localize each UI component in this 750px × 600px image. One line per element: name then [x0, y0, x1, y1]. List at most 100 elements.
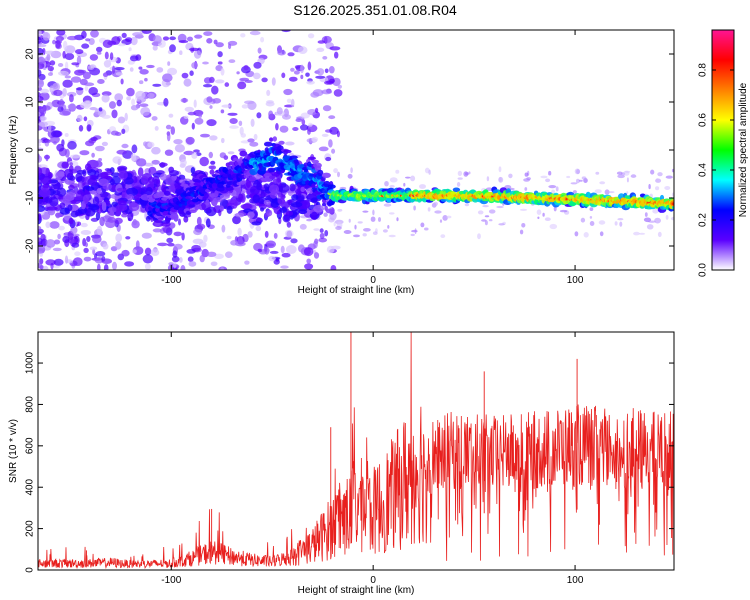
spectrogram-noise [521, 223, 526, 228]
spectrogram-noise [198, 113, 202, 118]
spectrogram-noise [67, 140, 77, 150]
spectrogram-noise [151, 159, 160, 165]
spectrogram-noise [64, 133, 69, 137]
spectrogram-noise [209, 105, 213, 109]
spectrogram-cell [117, 200, 127, 206]
spectrogram-noise [313, 228, 320, 231]
spectrogram-noise [130, 153, 137, 162]
colorbar-frame [711, 29, 735, 271]
spectrogram-cell [77, 190, 83, 195]
spectrogram-cell [98, 178, 109, 187]
spectrogram-noise [112, 156, 122, 164]
spectrogram-noise [604, 189, 610, 195]
spectrogram-noise [193, 99, 197, 108]
spectrogram-noise [626, 177, 629, 183]
spectrogram-noise [221, 224, 226, 233]
spectrogram-noise [524, 187, 528, 191]
spectrogram-cell [197, 205, 202, 210]
spectrogram-noise [644, 212, 648, 217]
spectrogram-cell [247, 211, 255, 219]
spectrogram-noise [72, 233, 80, 237]
spectrogram-noise [130, 36, 138, 46]
spectrogram-x-tick-label: -100 [161, 275, 181, 286]
spectrogram-noise [293, 70, 300, 75]
spectrogram-cell [310, 197, 318, 204]
spectrogram-noise [301, 119, 306, 126]
spectrogram-noise [378, 217, 381, 222]
spectrogram-noise [281, 252, 291, 258]
spectrogram-noise [481, 219, 487, 222]
spectrogram-noise [114, 67, 125, 71]
spectrogram-noise [217, 51, 223, 58]
spectrogram-cell [240, 203, 252, 210]
spectrogram-noise [347, 173, 353, 179]
spectrogram-noise [116, 149, 127, 155]
spectrogram-noise [264, 230, 269, 238]
spectrogram-y-tick-label: -20 [25, 238, 36, 253]
spectrogram-cell [181, 205, 186, 209]
spectrogram-noise [45, 154, 49, 162]
spectrogram-cell [267, 167, 276, 173]
spectrogram-noise [51, 130, 62, 138]
spectrogram-noise [47, 125, 52, 133]
spectrogram-cell [63, 191, 76, 201]
spectrogram-noise [414, 228, 417, 235]
spectrogram-noise [468, 171, 471, 175]
spectrogram-noise [253, 61, 262, 69]
spectrogram-noise [382, 229, 388, 233]
spectrogram-noise [389, 184, 395, 188]
spectrogram-noise [67, 35, 78, 41]
spectrogram-noise [203, 31, 213, 36]
spectrogram-noise [308, 122, 313, 127]
spectrogram-noise [335, 226, 342, 230]
spectrogram-noise [89, 54, 99, 61]
spectrogram-noise [477, 210, 484, 215]
spectrogram-noise [206, 119, 217, 127]
spectrogram-noise [523, 178, 530, 182]
spectrogram-cell [251, 221, 262, 226]
spectrogram-noise [57, 63, 64, 67]
spectrogram-noise [81, 30, 87, 39]
spectrogram-noise [49, 85, 54, 93]
spectrogram-noise [47, 65, 54, 72]
spectrogram-cell [59, 207, 71, 215]
spectrogram-noise [168, 113, 174, 118]
spectrogram-noise [395, 169, 400, 174]
snr-frame [37, 331, 675, 571]
spectrogram-noise [657, 231, 662, 238]
spectrogram-noise [115, 241, 122, 250]
spectrogram-noise [387, 225, 390, 229]
spectrogram-noise [300, 64, 304, 74]
snr-panel: -100 0 100 0 200 400 600 800 1000 Height of str… [8, 331, 675, 596]
spectrogram-cell [82, 194, 89, 205]
spectrogram-noise [129, 55, 139, 62]
spectrogram-cell [285, 210, 294, 216]
spectrogram-noise [300, 124, 309, 131]
spectrogram-noise [486, 176, 490, 182]
snr-y-label: SNR (10 * v/v) [8, 419, 19, 483]
spectrogram-noise [139, 103, 149, 107]
spectrogram-noise [102, 72, 109, 77]
spectrogram-noise [124, 261, 135, 267]
spectrogram-noise [49, 60, 56, 66]
spectrogram-noise [372, 231, 378, 235]
spectrogram-noise [252, 72, 261, 80]
spectrogram-cell [205, 218, 211, 228]
spectrogram-noise [80, 102, 87, 109]
spectrogram-noise [411, 229, 418, 233]
spectrogram-noise [117, 43, 126, 47]
spectrogram-noise [183, 115, 189, 120]
spectrogram-noise [566, 175, 571, 179]
spectrogram-noise [330, 265, 337, 270]
spectrogram-noise [206, 96, 213, 103]
spectrogram-cell [263, 199, 271, 206]
spectrogram-noise [334, 51, 339, 59]
spectrogram-cell [145, 186, 153, 196]
spectrogram-noise [580, 217, 586, 223]
spectrogram-noise [329, 46, 341, 51]
spectrogram-cell [290, 202, 303, 208]
spectrogram-noise [86, 236, 91, 242]
spectrogram-cell [75, 172, 83, 182]
spectrogram-noise [333, 168, 338, 174]
spectrogram-noise [117, 116, 126, 124]
